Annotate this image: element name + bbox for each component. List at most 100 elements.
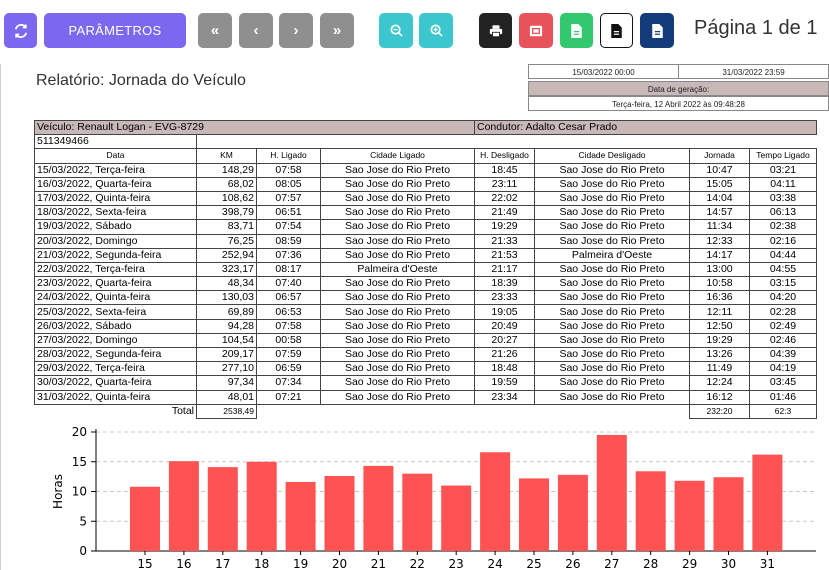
print-button[interactable] bbox=[479, 13, 512, 48]
table-cell: 07:58 bbox=[256, 318, 321, 334]
x-tick-label: 15 bbox=[137, 557, 152, 570]
spreadsheet-file-icon bbox=[571, 23, 582, 38]
table-cell: 02:46 bbox=[749, 332, 817, 349]
table-cell: 18/03/2022, Sexta-feira bbox=[34, 205, 197, 221]
table-cell: Sao Jose do Rio Preto bbox=[320, 176, 475, 192]
column-header: H. Desligado bbox=[474, 148, 535, 164]
bar bbox=[635, 471, 666, 551]
table-cell: 04:19 bbox=[749, 361, 817, 377]
table-header-row: Data KM H. Ligado Cidade Ligado H. Desli… bbox=[34, 148, 817, 164]
export-word-button[interactable] bbox=[640, 13, 674, 48]
first-page-button[interactable]: « bbox=[198, 13, 232, 48]
table-cell: 21/03/2022, Segunda-feira bbox=[34, 247, 197, 263]
table-cell: 21:33 bbox=[474, 233, 535, 249]
table-cell: 30/03/2022, Quarta-feira bbox=[34, 375, 197, 391]
vehicle-id: 511349466 bbox=[34, 134, 197, 150]
table-cell: Sao Jose do Rio Preto bbox=[320, 290, 475, 306]
report-viewer: Relatório: Jornada do Veículo 15/03/2022… bbox=[0, 64, 829, 570]
export-csv-button[interactable] bbox=[600, 13, 633, 48]
table-cell: 23:11 bbox=[474, 176, 535, 192]
table-cell: 14:57 bbox=[689, 205, 750, 221]
column-header: KM bbox=[196, 148, 257, 164]
table-cell: 48,01 bbox=[196, 389, 257, 405]
table-cell: 18:48 bbox=[474, 361, 535, 377]
zoom-out-button[interactable] bbox=[379, 13, 413, 48]
export-excel-button[interactable] bbox=[560, 13, 593, 48]
parameters-button[interactable]: PARÂMETROS bbox=[44, 13, 186, 48]
table-cell: Sao Jose do Rio Preto bbox=[320, 389, 475, 405]
table-cell: 15/03/2022, Terça-feira bbox=[34, 162, 197, 178]
export-pdf-button[interactable] bbox=[519, 13, 553, 48]
bar bbox=[674, 480, 705, 551]
table-cell: Sao Jose do Rio Preto bbox=[534, 389, 690, 405]
table-cell: 252,94 bbox=[196, 247, 257, 263]
table-cell: 06:13 bbox=[749, 205, 817, 221]
table-cell: 19/03/2022, Sábado bbox=[34, 219, 197, 235]
table-cell: 13:00 bbox=[689, 261, 750, 278]
y-axis-label: Horas bbox=[51, 474, 65, 509]
last-page-button[interactable]: » bbox=[320, 13, 354, 48]
table-cell: 03:15 bbox=[749, 276, 817, 292]
table-cell: 21:53 bbox=[474, 247, 535, 263]
table-cell: 18:39 bbox=[474, 276, 535, 292]
table-cell: Sao Jose do Rio Preto bbox=[320, 233, 475, 249]
table-cell: Sao Jose do Rio Preto bbox=[320, 332, 475, 349]
next-page-button[interactable]: › bbox=[279, 13, 313, 48]
x-tick-label: 23 bbox=[449, 557, 464, 570]
table-cell: Sao Jose do Rio Preto bbox=[534, 276, 690, 292]
table-cell: 19:29 bbox=[689, 332, 750, 349]
table-row: 28/03/2022, Segunda-feira 209,17 07:59 Sao … bbox=[34, 346, 817, 363]
table-cell: 16:36 bbox=[689, 290, 750, 306]
total-tempo-ligado: 62:3 bbox=[749, 403, 817, 419]
column-header: Tempo Ligado bbox=[749, 148, 817, 164]
table-row: 22/03/2022, Terça-feira 323,17 08:17 Palmei… bbox=[34, 261, 817, 278]
table-cell: Sao Jose do Rio Preto bbox=[534, 190, 690, 207]
table-row: 17/03/2022, Quinta-feira 108,62 07:57 Sao J… bbox=[34, 190, 817, 207]
refresh-button[interactable] bbox=[4, 13, 37, 48]
page-indicator: Página 1 de 1 bbox=[694, 17, 818, 39]
table-cell: 83,71 bbox=[196, 219, 257, 235]
table-cell: 04:20 bbox=[749, 290, 817, 306]
y-tick-label: 20 bbox=[72, 425, 87, 439]
bar bbox=[441, 485, 472, 551]
table-cell: 00:58 bbox=[256, 332, 321, 349]
table-cell: 10:58 bbox=[689, 276, 750, 292]
table-cell: 20:27 bbox=[474, 332, 535, 349]
table-cell: 29/03/2022, Terça-feira bbox=[34, 361, 197, 377]
table-cell: 48,34 bbox=[196, 276, 257, 292]
table-cell: 94,28 bbox=[196, 318, 257, 334]
previous-page-button[interactable]: ‹ bbox=[239, 13, 273, 48]
table-cell: Sao Jose do Rio Preto bbox=[534, 205, 690, 221]
table-cell: 23:34 bbox=[474, 389, 535, 405]
table-cell: Sao Jose do Rio Preto bbox=[320, 276, 475, 292]
table-cell: 68,02 bbox=[196, 176, 257, 192]
table-cell: 02:16 bbox=[749, 233, 817, 249]
table-cell: 398,79 bbox=[196, 205, 257, 221]
x-tick-label: 16 bbox=[176, 557, 191, 570]
table-cell: 19:59 bbox=[474, 375, 535, 391]
zoom-in-button[interactable] bbox=[419, 13, 453, 48]
double-chevron-right-icon: » bbox=[332, 22, 342, 39]
table-cell: Sao Jose do Rio Preto bbox=[320, 346, 475, 363]
table-cell: 19:05 bbox=[474, 304, 535, 320]
chevron-left-icon: ‹ bbox=[253, 22, 259, 39]
table-cell: 108,62 bbox=[196, 190, 257, 207]
y-tick-label: 10 bbox=[72, 485, 87, 499]
table-row: 18/03/2022, Sexta-feira 398,79 06:51 Sao Jo… bbox=[34, 205, 817, 221]
table-cell: 01:46 bbox=[749, 389, 817, 405]
x-tick-label: 31 bbox=[760, 557, 775, 570]
table-row: 20/03/2022, Domingo 76,25 08:59 Sao Jose do… bbox=[34, 233, 817, 249]
table-cell: Sao Jose do Rio Preto bbox=[320, 375, 475, 391]
table-cell: 31/03/2022, Quinta-feira bbox=[34, 389, 197, 405]
zoom-out-icon bbox=[390, 24, 403, 37]
double-chevron-left-icon: « bbox=[210, 22, 220, 39]
table-cell: 07:36 bbox=[256, 247, 321, 263]
table-cell: Sao Jose do Rio Preto bbox=[534, 290, 690, 306]
table-cell: 02:28 bbox=[749, 304, 817, 320]
table-cell: 16/03/2022, Quarta-feira bbox=[34, 176, 197, 192]
table-cell: 06:53 bbox=[256, 304, 321, 320]
period-end: 31/03/2022 23:59 bbox=[678, 64, 829, 79]
table-cell: 148,29 bbox=[196, 162, 257, 178]
table-cell: Sao Jose do Rio Preto bbox=[320, 361, 475, 377]
x-tick-label: 22 bbox=[410, 557, 425, 570]
